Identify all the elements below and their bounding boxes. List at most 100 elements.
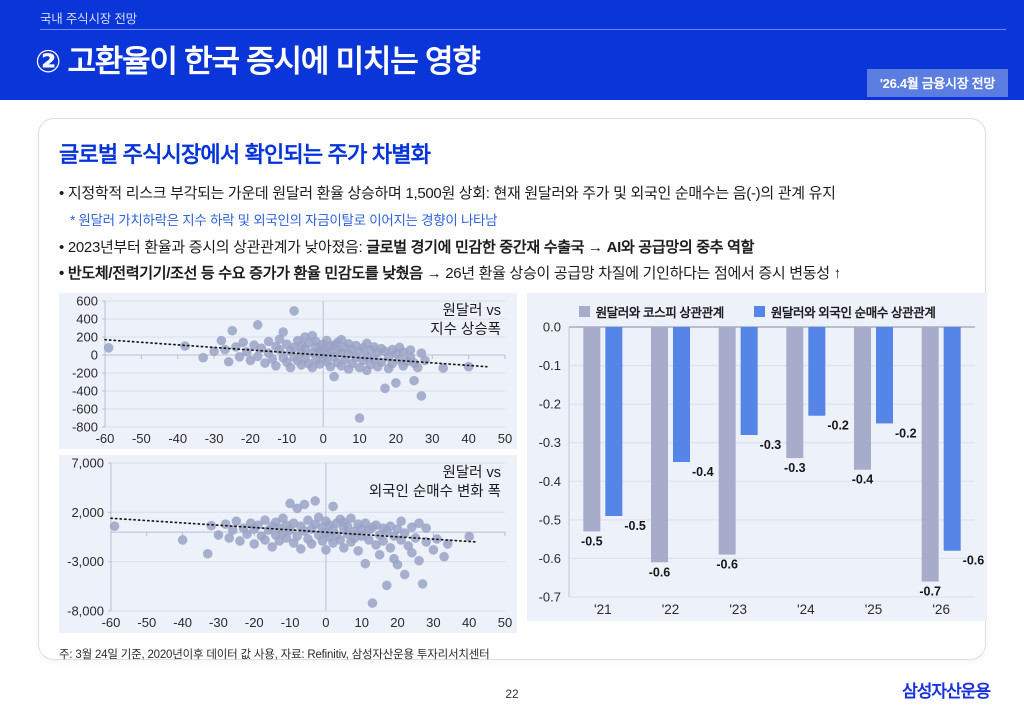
bullet-item-1: • 지정학적 리스크 부각되는 가운데 원달러 환율 상승하며 1,500원 상… [59, 184, 965, 204]
legend-item-foreign: 원달러와 외국인 순매수 상관관계 [753, 302, 936, 321]
legend-label-kospi: 원달러와 코스피 상관관계 [595, 305, 725, 320]
svg-text:40: 40 [461, 431, 475, 446]
svg-text:-3,000: -3,000 [67, 554, 104, 569]
svg-text:0: 0 [322, 615, 329, 630]
bar-column: 원달러와 코스피 상관관계 원달러와 외국인 순매수 상관관계 0.0 -0.1 -… [527, 292, 987, 662]
bullet-list: • 지정학적 리스크 부각되는 가운데 원달러 환율 상승하며 1,500원 상… [59, 184, 965, 284]
svg-text:-0.2: -0.2 [895, 426, 917, 440]
bullet-marker: • [59, 265, 64, 282]
bullet-3-text: → 26년 환율 상승이 공급망 차질에 기인하다는 점에서 증시 변동성 ↑ [422, 265, 841, 282]
scatter-panel-foreign: 7,000 2,000 -3,000 -8,000 -60 -50 -40 -30 -20 -10… [59, 454, 517, 633]
svg-text:'21: '21 [594, 602, 612, 617]
svg-text:'25: '25 [865, 602, 883, 617]
svg-text:-40: -40 [173, 615, 192, 630]
svg-text:-0.6: -0.6 [539, 550, 561, 565]
svg-text:-0.3: -0.3 [539, 435, 561, 450]
svg-text:200: 200 [76, 329, 98, 344]
bullet-marker: • [59, 238, 64, 256]
svg-text:30: 30 [426, 615, 440, 630]
svg-text:2,000: 2,000 [71, 504, 104, 519]
svg-text:-0.7: -0.7 [919, 584, 941, 598]
svg-text:'24: '24 [797, 602, 815, 617]
legend-label-foreign: 원달러와 외국인 순매수 상관관계 [770, 305, 936, 320]
svg-text:0: 0 [320, 431, 327, 446]
svg-text:-0.5: -0.5 [624, 519, 646, 533]
svg-text:-0.7: -0.7 [539, 589, 561, 604]
svg-text:-0.6: -0.6 [716, 557, 738, 571]
svg-text:-0.4: -0.4 [852, 472, 874, 486]
svg-text:-20: -20 [245, 615, 264, 630]
svg-text:-50: -50 [137, 615, 156, 630]
svg-text:-0.2: -0.2 [827, 418, 849, 432]
svg-text:20: 20 [390, 615, 404, 630]
svg-text:-10: -10 [277, 431, 296, 446]
svg-text:-10: -10 [281, 615, 300, 630]
svg-text:-0.5: -0.5 [539, 512, 561, 527]
svg-text:-0.4: -0.4 [539, 473, 561, 488]
svg-text:-0.1: -0.1 [539, 358, 561, 373]
bullet-2-text: 2023년부터 환율과 증시의 상관관계가 낮아졌음: [67, 238, 367, 256]
svg-text:20: 20 [389, 431, 403, 446]
svg-text:0.0: 0.0 [543, 321, 561, 335]
bullet-1-text: 지정학적 리스크 부각되는 가운데 원달러 환율 상승하며 1,500원 상회:… [67, 185, 836, 202]
scatter-column: 600 400 200 0 -200 -400 -600 -800 -60 -50 -40 -30 -2… [59, 292, 517, 662]
svg-text:-20: -20 [241, 431, 260, 446]
svg-text:30: 30 [425, 431, 439, 446]
source-footnote: 주: 3월 24일 기준, 2020년이후 데이터 값 사용, 자료: Refi… [59, 648, 490, 661]
bullet-1-note: * 원달러 가치하락은 지수 하락 및 외국인의 자금이탈로 이어지는 경향이 … [70, 212, 498, 228]
svg-text:-0.2: -0.2 [539, 396, 561, 411]
bullet-2-bold-text: 글로벌 경기에 민감한 중간재 수출국 → AI와 공급망의 중추 역할 [366, 238, 755, 256]
slide-header: 국내 주식시장 전망 ② 고환율이 한국 증시에 미치는 영향 '26.4월 금… [0, 0, 1024, 100]
legend-swatch-gray-icon [578, 305, 590, 317]
svg-text:-0.4: -0.4 [692, 465, 714, 479]
svg-text:-0.6: -0.6 [649, 565, 671, 579]
bullet-item-3: • 반도체/전력기기/조선 등 수요 증가가 환율 민감도를 낮췄음 → 26년… [59, 264, 965, 284]
svg-text:-0.3: -0.3 [760, 438, 782, 452]
svg-text:외국인 순매수 변화 폭: 외국인 순매수 변화 폭 [369, 483, 501, 500]
svg-text:50: 50 [498, 431, 512, 446]
svg-text:0: 0 [91, 347, 98, 362]
svg-text:-8,000: -8,000 [67, 603, 104, 618]
svg-text:40: 40 [462, 615, 476, 630]
svg-text:-0.3: -0.3 [784, 461, 806, 475]
svg-text:-60: -60 [102, 615, 121, 630]
svg-text:-800: -800 [72, 419, 98, 434]
svg-text:'22: '22 [662, 602, 680, 617]
svg-text:'26: '26 [932, 602, 950, 617]
svg-text:'23: '23 [729, 602, 747, 617]
svg-text:-30: -30 [205, 431, 224, 446]
section-title: 글로벌 주식시장에서 확인되는 주가 차별화 [59, 142, 431, 167]
svg-text:지수 상승폭: 지수 상승폭 [430, 321, 501, 338]
svg-text:원달러 vs: 원달러 vs [442, 464, 501, 481]
svg-text:-30: -30 [209, 615, 228, 630]
svg-text:7,000: 7,000 [71, 455, 104, 470]
svg-text:-400: -400 [72, 383, 98, 398]
charts-area: 600 400 200 0 -200 -400 -600 -800 -60 -50 -40 -30 -2… [59, 292, 987, 662]
svg-text:-0.5: -0.5 [581, 534, 603, 548]
svg-text:-50: -50 [132, 431, 151, 446]
svg-text:-200: -200 [72, 365, 98, 380]
svg-text:-0.6: -0.6 [963, 553, 985, 567]
svg-text:10: 10 [354, 615, 368, 630]
company-logo: 삼성자산운용 [902, 682, 991, 701]
svg-text:-40: -40 [168, 431, 187, 446]
scatter-usdkrw-vs-foreign-netbuy-chart: 7,000 2,000 -3,000 -8,000-60 -50 -40 -30 -20 -10… [67, 455, 512, 630]
page-title: ② 고환율이 한국 증시에 미치는 영향 [35, 44, 481, 79]
svg-text:-60: -60 [96, 431, 115, 446]
bar-legend: 원달러와 코스피 상관관계 원달러와 외국인 순매수 상관관계 [527, 293, 987, 321]
page-number: 22 [505, 687, 519, 701]
header-divider [40, 29, 1006, 30]
legend-item-kospi: 원달러와 코스피 상관관계 [578, 302, 725, 321]
bullet-item-2: • 2023년부터 환율과 증시의 상관관계가 낮아졌음: 글로벌 경기에 민감… [59, 238, 965, 258]
report-badge: '26.4월 금융시장 전망 [866, 69, 1008, 97]
svg-text:400: 400 [76, 311, 98, 326]
bar-panel: 원달러와 코스피 상관관계 원달러와 외국인 순매수 상관관계 0.0 -0.1 -… [527, 292, 987, 621]
breadcrumb: 국내 주식시장 전망 [40, 12, 137, 26]
svg-text:50: 50 [498, 615, 512, 630]
svg-text:10: 10 [352, 431, 366, 446]
bullet-3-bold-text: 반도체/전력기기/조선 등 수요 증가가 환율 민감도를 낮췄음 [67, 265, 423, 282]
content-card: 글로벌 주식시장에서 확인되는 주가 차별화 • 지정학적 리스크 부각되는 가… [38, 118, 987, 662]
scatter-panel-index: 600 400 200 0 -200 -400 -600 -800 -60 -50 -40 -30 -2… [59, 292, 517, 449]
bar-correlation-chart: 0.0 -0.1 -0.2 -0.3 -0.4 -0.5 -0.6 -0.7 '21 -0.5 -0… [539, 321, 985, 617]
